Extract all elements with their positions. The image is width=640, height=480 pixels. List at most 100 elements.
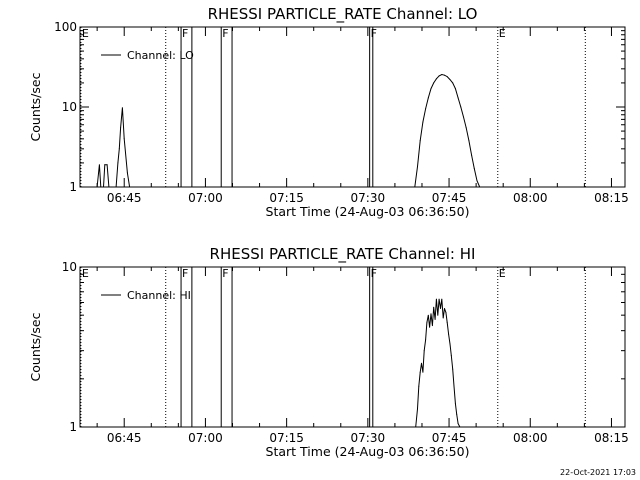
x-tick-label: 06:45: [107, 191, 142, 205]
series-point: [422, 121, 424, 123]
series-point: [441, 298, 443, 300]
series-point: [419, 371, 421, 373]
series-point: [454, 403, 456, 405]
series-point: [476, 180, 478, 182]
series-point: [456, 413, 458, 415]
x-tick-label: 06:45: [107, 431, 142, 445]
x-tick-label: 08:00: [513, 191, 548, 205]
event-marker-label: F: [371, 27, 377, 40]
series-point: [435, 298, 437, 300]
chart-title: RHESSI PARTICLE_RATE Channel: LO: [208, 5, 478, 24]
series-point: [465, 127, 467, 129]
x-tick-label: 07:00: [188, 191, 223, 205]
series-point: [427, 97, 429, 99]
series-point: [481, 186, 483, 188]
event-marker-label: F: [371, 267, 377, 280]
x-tick-label: 07:45: [432, 191, 467, 205]
series-point: [121, 107, 123, 109]
series-point: [103, 186, 104, 188]
series-point: [426, 322, 428, 323]
x-tick-label: 08:15: [594, 431, 629, 445]
series-point: [115, 186, 117, 188]
series-point: [430, 88, 432, 90]
series-point: [446, 76, 448, 78]
event-marker-label: E: [82, 267, 89, 280]
x-tick-label: 08:00: [513, 431, 548, 445]
x-axis-label: Start Time (24-Aug-03 06:36:50): [266, 444, 470, 459]
series-point: [453, 385, 455, 387]
series-point: [425, 339, 427, 341]
series-point: [438, 298, 440, 300]
series-line: [96, 73, 486, 188]
series-point: [459, 426, 461, 428]
series-point: [460, 106, 462, 108]
y-tick-label: 10: [62, 100, 77, 114]
series-point: [440, 308, 441, 309]
x-axis-label: Start Time (24-Aug-03 06:36:50): [266, 204, 470, 219]
event-marker-label: F: [182, 27, 188, 40]
series-point: [117, 162, 119, 164]
series-point: [430, 313, 432, 315]
event-marker-label: E: [82, 27, 89, 40]
series-point: [449, 343, 451, 345]
series-point: [109, 186, 111, 188]
series-point: [98, 164, 100, 166]
series-point: [418, 385, 420, 387]
series-point: [454, 88, 456, 90]
chart-title: RHESSI PARTICLE_RATE Channel: HI: [210, 245, 476, 264]
series-point: [129, 186, 131, 188]
series-point: [448, 333, 450, 335]
series-point: [463, 116, 464, 118]
x-tick-label: 08:15: [594, 191, 629, 205]
series-point: [423, 350, 425, 352]
series-point: [104, 164, 106, 166]
series-point: [417, 408, 418, 410]
series-point: [433, 306, 435, 308]
series-point: [126, 172, 128, 174]
series-point: [445, 311, 447, 313]
event-marker-label: F: [222, 267, 228, 280]
series-point: [433, 82, 435, 84]
series-point: [435, 78, 437, 80]
series-point: [441, 74, 443, 75]
series-point: [442, 317, 444, 319]
series-point: [421, 362, 422, 364]
series-point: [452, 368, 454, 370]
x-tick-label: 07:15: [269, 431, 304, 445]
event-marker-label: F: [222, 27, 228, 40]
legend-label: Channel: LO: [127, 49, 194, 62]
x-tick-label: 07:30: [351, 431, 386, 445]
series-point: [425, 108, 427, 110]
series-point: [130, 186, 132, 188]
series-line: [415, 299, 461, 428]
series-point: [437, 314, 439, 316]
series-point: [419, 140, 421, 142]
series-point: [446, 322, 448, 323]
series-point: [457, 423, 459, 425]
series-point: [429, 326, 431, 328]
series-point: [118, 148, 120, 150]
series-point: [452, 82, 454, 84]
series-point: [431, 325, 433, 327]
panel-channel-lo: RHESSI PARTICLE_RATE Channel: LO 1 10 100 06…: [28, 5, 629, 219]
series-point: [444, 74, 445, 76]
series-point: [417, 166, 418, 168]
y-axis-label: Counts/sec: [28, 312, 43, 381]
series-point: [106, 164, 108, 166]
legend-label: Channel: HI: [127, 289, 191, 302]
series-point: [108, 186, 110, 188]
event-marker-label: F: [182, 267, 188, 280]
series-point: [471, 154, 473, 156]
x-tick-label: 07:45: [432, 431, 467, 445]
series-point: [468, 140, 470, 142]
series-point: [415, 426, 417, 428]
x-tick-label: 07:15: [269, 191, 304, 205]
y-tick-label: 10: [62, 260, 77, 274]
series-point: [438, 75, 440, 77]
series-point: [120, 127, 122, 129]
series-point: [444, 308, 445, 309]
series-point: [96, 186, 98, 188]
event-marker-label: E: [499, 27, 506, 40]
series-point: [414, 186, 416, 188]
